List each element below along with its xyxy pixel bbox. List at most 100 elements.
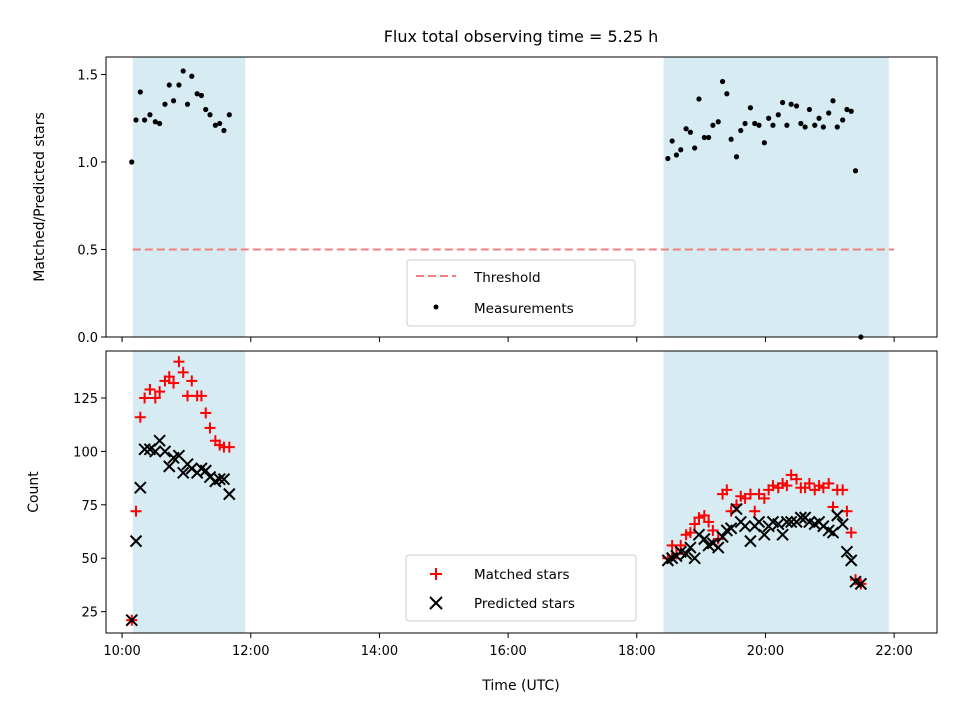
measurements-point xyxy=(692,145,698,151)
matched-stars-point xyxy=(845,527,857,539)
top-panel: 0.0 0.5 1.0 1.5 Matched/Predicted stars Thr… xyxy=(32,56,938,346)
star-count-points xyxy=(125,356,868,627)
predicted-stars-point xyxy=(125,613,138,627)
measurements-point xyxy=(844,106,850,113)
predicted-stars-point xyxy=(712,541,725,554)
bottom-panel-ylabel: Count xyxy=(26,471,42,513)
legend-predicted-swatch xyxy=(429,596,443,610)
predicted-stars-point xyxy=(738,519,752,533)
y-tick-label: 25 xyxy=(81,606,98,621)
measurements-point xyxy=(683,126,689,132)
matched-stars-point xyxy=(749,505,761,517)
measurements-point xyxy=(798,120,804,127)
matched-stars-point xyxy=(758,492,770,504)
measurements-point xyxy=(806,106,813,113)
measurements-point xyxy=(775,112,781,118)
measurements-point xyxy=(142,117,148,123)
matched-stars-point xyxy=(721,484,733,496)
top-panel-x-ticks xyxy=(121,337,895,342)
predicted-stars-point xyxy=(158,445,172,458)
predicted-stars-point xyxy=(776,528,789,541)
x-tick-label: 16:00 xyxy=(489,644,526,659)
shaded-interval-1 xyxy=(132,57,246,337)
predicted-stars-point xyxy=(163,460,176,473)
predicted-stars-point xyxy=(176,466,190,479)
shaded-interval-2 xyxy=(663,351,889,633)
legend-matched-label: Matched stars xyxy=(474,567,570,583)
measurements-point xyxy=(212,122,218,128)
measurements-point xyxy=(756,122,762,128)
measurements-point xyxy=(706,134,712,141)
matched-stars-point xyxy=(144,383,156,395)
predicted-stars-point xyxy=(223,487,236,501)
matched-stars-point xyxy=(139,392,151,404)
measurements-point xyxy=(137,89,143,95)
matched-stars-point xyxy=(204,422,216,434)
bottom-panel-y-ticks: 25 50 75 100 125 xyxy=(73,392,106,621)
measurements-point xyxy=(834,124,840,130)
predicted-stars-point xyxy=(780,515,794,529)
y-tick-label: 50 xyxy=(81,552,98,567)
measurements-point xyxy=(166,82,172,88)
matched-stars-point xyxy=(163,371,175,383)
measurements-point xyxy=(170,98,177,104)
legend-matched-swatch xyxy=(430,568,442,580)
matched-stars-point xyxy=(791,473,803,485)
measurements-point xyxy=(840,117,846,123)
legend-measurements-label: Measurements xyxy=(474,301,574,317)
measurements-point xyxy=(189,73,195,79)
measurements-point xyxy=(217,120,223,127)
top-panel-ylabel: Matched/Predicted stars xyxy=(32,112,48,282)
measurements-point xyxy=(826,110,832,116)
top-panel-y-ticks: 0.0 0.5 1.0 1.5 xyxy=(77,69,106,346)
predicted-stars-point xyxy=(688,552,701,565)
matched-stars-point xyxy=(177,366,189,378)
matched-stars-point xyxy=(154,386,166,398)
x-tick-label: 20:00 xyxy=(747,644,784,659)
y-tick-label: 0.0 xyxy=(77,331,98,346)
measurements-point xyxy=(162,101,168,107)
measurements-point xyxy=(194,91,200,97)
matched-stars-point xyxy=(767,480,779,492)
predicted-stars-point xyxy=(840,545,854,559)
measurements-point xyxy=(738,127,744,134)
y-tick-label: 0.5 xyxy=(77,244,98,259)
predicted-stars-point xyxy=(730,502,743,516)
matched-stars-point xyxy=(168,377,180,389)
matched-stars-point xyxy=(693,512,705,524)
matched-stars-point xyxy=(195,390,207,402)
measurements-point xyxy=(719,78,726,85)
y-tick-label: 1.5 xyxy=(77,69,98,84)
measurements-point xyxy=(788,101,794,107)
measurements-point xyxy=(157,120,163,127)
bottom-legend-box xyxy=(405,554,637,622)
measurements-point xyxy=(784,122,790,128)
matched-stars-point xyxy=(803,477,815,489)
matched-stars-point xyxy=(823,477,835,489)
matched-stars-point xyxy=(689,518,701,530)
predicted-stars-point xyxy=(845,554,858,567)
measurements-point xyxy=(147,112,153,118)
y-tick-label: 100 xyxy=(73,445,98,460)
matched-stars-point xyxy=(173,356,185,368)
x-tick-label: 12:00 xyxy=(232,644,269,659)
predicted-stars-point xyxy=(724,522,738,535)
predicted-stars-point xyxy=(129,534,143,548)
measurements-point xyxy=(207,112,213,118)
measurements-point xyxy=(715,119,721,125)
predicted-stars-point xyxy=(854,577,868,591)
matched-stars-point xyxy=(134,411,146,423)
measurements-point xyxy=(816,115,822,121)
y-tick-label: 125 xyxy=(73,392,98,407)
predicted-stars-point xyxy=(831,509,844,522)
measurements-point xyxy=(180,68,186,74)
measurements-point xyxy=(687,129,693,135)
matched-stars-point xyxy=(837,484,849,496)
measurements-point xyxy=(747,105,754,111)
matched-stars-point xyxy=(149,392,161,404)
matched-stars-point xyxy=(684,527,696,539)
predicted-stars-point xyxy=(784,515,798,529)
matched-stars-point xyxy=(841,505,853,517)
measurements-point xyxy=(678,147,684,153)
